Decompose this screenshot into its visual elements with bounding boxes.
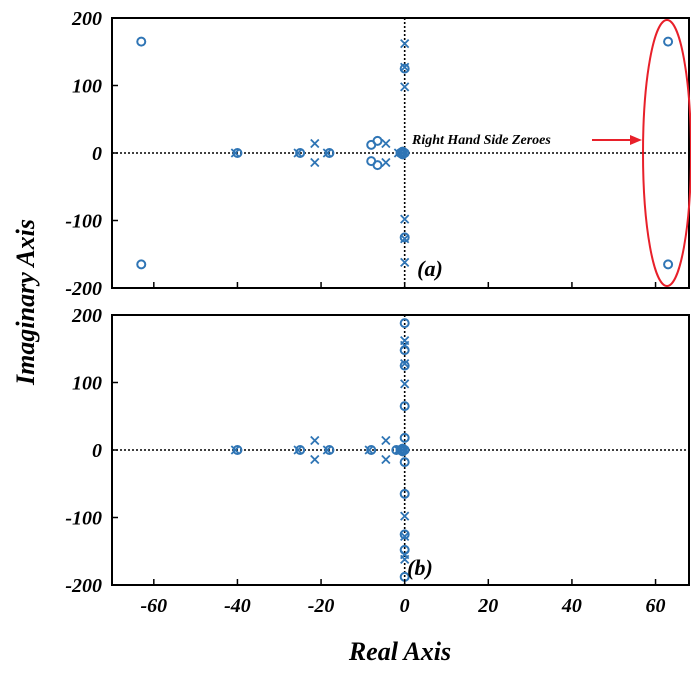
pole-marker [381, 138, 391, 149]
x-tick-label: -60 [140, 595, 167, 617]
y-tick-label: 200 [71, 8, 102, 30]
zero-marker [399, 432, 410, 443]
panel-b-y-tick-labels: -200 -100 0 100 200 [65, 305, 118, 597]
zero-marker [399, 360, 410, 371]
pole-marker [381, 435, 391, 446]
zero-marker [295, 148, 306, 158]
pole-marker [310, 454, 320, 465]
pole-marker [400, 39, 410, 49]
y-tick-label: -100 [65, 211, 102, 233]
y-tick-label: -200 [65, 278, 102, 300]
pole-marker [400, 234, 410, 244]
zero-marker [399, 148, 410, 158]
pole-marker [400, 358, 410, 369]
pole-marker [293, 445, 303, 455]
zero-marker [399, 445, 410, 455]
pole-marker [400, 62, 410, 72]
y-tick-label: -200 [65, 575, 102, 597]
zero-marker [232, 445, 243, 455]
pole-marker [310, 138, 320, 149]
zero-marker [663, 259, 674, 270]
panel-b-data [112, 315, 689, 585]
pole-marker [381, 454, 391, 465]
panel-a-y-tick-labels: -200 -100 0 100 200 [65, 8, 118, 300]
x-tick-label: 20 [477, 595, 498, 617]
pole-marker [397, 148, 408, 158]
panel-b-label: (b) [407, 555, 433, 580]
pole-marker [310, 435, 320, 446]
y-tick-label: 100 [72, 76, 102, 98]
x-axis-title: Real Axis [348, 637, 451, 666]
zero-marker [136, 259, 147, 270]
y-tick-label: 200 [71, 305, 102, 327]
zero-marker [136, 36, 147, 47]
zero-marker [372, 135, 383, 146]
panel-a-label: (a) [417, 256, 443, 281]
pole-marker [400, 511, 410, 521]
zero-marker [295, 445, 306, 455]
zero-marker [399, 63, 410, 74]
pole-marker [400, 82, 410, 92]
y-tick-label: -100 [65, 508, 102, 530]
panel-a: -200 -100 0 100 200 (a) Right Hand Side Zero… [65, 8, 691, 300]
x-tick-label: -40 [224, 595, 251, 617]
pole-marker [400, 531, 410, 542]
pole-marker [230, 445, 240, 455]
y-tick-label: 0 [92, 440, 102, 462]
annotation-ellipse [642, 19, 691, 287]
pole-marker [400, 257, 410, 267]
pole-marker [230, 148, 240, 158]
zero-marker [399, 232, 410, 243]
annotation-text: Right Hand Side Zeroes [411, 133, 551, 148]
zero-marker [366, 445, 377, 455]
x-tick-label: 0 [400, 595, 410, 617]
y-axis-title: Imaginary Axis [11, 219, 40, 386]
x-tick-label: -20 [308, 595, 335, 617]
pole-marker [293, 148, 303, 158]
pole-marker [322, 445, 332, 455]
pole-marker [400, 214, 410, 224]
pole-marker [310, 157, 320, 168]
panel-b: -200 -100 0 100 200 (b) [65, 305, 690, 597]
zero-marker [399, 318, 410, 329]
annotation-arrowhead [630, 135, 642, 145]
zero-marker [399, 457, 410, 468]
pole-marker [400, 379, 410, 389]
x-tick-labels: -60 -40 -20 0 20 40 60 [140, 282, 666, 617]
pole-marker [364, 445, 374, 455]
zero-marker [324, 148, 335, 158]
zero-marker [663, 36, 674, 47]
y-tick-label: 100 [72, 373, 102, 395]
pole-marker [400, 554, 410, 564]
x-tick-label: 40 [561, 595, 582, 617]
zero-marker [399, 488, 410, 499]
zero-marker [399, 529, 410, 540]
x-tick-label: 60 [646, 595, 666, 617]
pole-marker [381, 157, 391, 168]
pole-marker [400, 336, 410, 346]
pole-marker [397, 445, 408, 455]
zero-marker [372, 160, 383, 171]
y-tick-label: 0 [92, 143, 102, 165]
zero-marker [399, 401, 410, 412]
zero-marker [232, 148, 243, 158]
panel-a-data [112, 18, 689, 288]
pole-marker [322, 148, 332, 158]
zero-marker [324, 445, 335, 455]
right-hand-side-zeroes-annotation: Right Hand Side Zeroes [411, 19, 691, 287]
